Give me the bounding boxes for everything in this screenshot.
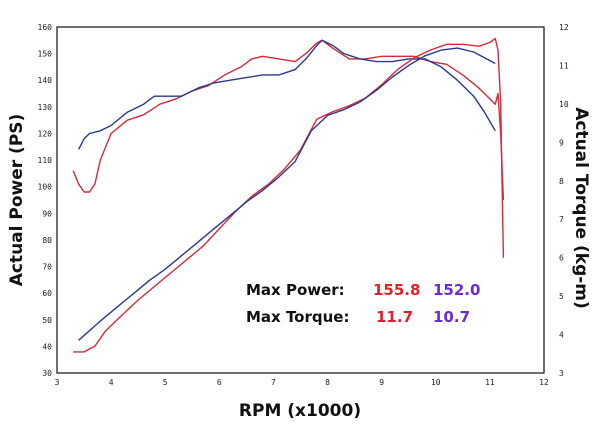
left-y-tick-label: 80 bbox=[42, 236, 52, 245]
x-tick-label: 8 bbox=[325, 378, 330, 387]
max-values-annotation: Max Power: 155.8 152.0 Max Torque: 11.7 … bbox=[246, 281, 480, 326]
torque-line-red bbox=[73, 37, 505, 353]
max-power-blue-value: 152.0 bbox=[433, 281, 480, 299]
x-tick-label: 4 bbox=[109, 378, 114, 387]
right-y-tick-label: 12 bbox=[559, 23, 569, 32]
max-torque-label: Max Torque: bbox=[246, 308, 349, 326]
left-y-tick-label: 120 bbox=[38, 129, 53, 138]
right-y-tick-label: 8 bbox=[559, 177, 564, 186]
x-tick-label: 10 bbox=[431, 378, 441, 387]
right-y-axis-label: Actual Torque (kg-m) bbox=[571, 107, 591, 309]
left-y-tick-label: 60 bbox=[42, 289, 52, 298]
max-torque-red-value: 11.7 bbox=[376, 308, 413, 326]
left-y-tick-label: 130 bbox=[38, 103, 53, 112]
left-y-tick-label: 30 bbox=[42, 369, 52, 378]
max-torque-blue-value: 10.7 bbox=[433, 308, 470, 326]
right-y-tick-label: 11 bbox=[559, 61, 569, 70]
x-tick-label: 11 bbox=[485, 378, 495, 387]
left-y-tick-label: 140 bbox=[38, 76, 53, 85]
right-y-tick-label: 9 bbox=[559, 138, 564, 147]
right-y-tick-label: 3 bbox=[559, 369, 564, 378]
left-y-tick-label: 110 bbox=[38, 156, 53, 165]
x-axis-label: RPM (x1000) bbox=[239, 401, 361, 421]
left-y-tick-label: 50 bbox=[42, 316, 52, 325]
left-y-tick-label: 150 bbox=[38, 50, 53, 59]
x-tick-label: 12 bbox=[539, 378, 549, 387]
right-y-tick-label: 7 bbox=[559, 215, 564, 224]
left-y-tick-label: 70 bbox=[42, 263, 52, 272]
tick-labels: 3 4 5 6 7 8 9 10 11 12 30 40 50 60 70 80 90 100 110 120 130 1… bbox=[38, 23, 569, 387]
left-y-tick-label: 100 bbox=[38, 183, 53, 192]
x-tick-label: 6 bbox=[217, 378, 222, 387]
left-y-tick-label: 160 bbox=[38, 23, 53, 32]
max-power-red-value: 155.8 bbox=[373, 281, 420, 299]
right-y-tick-label: 10 bbox=[559, 100, 569, 109]
power-line-blue bbox=[77, 39, 496, 150]
max-power-label: Max Power: bbox=[246, 281, 345, 299]
right-y-tick-label: 5 bbox=[559, 292, 564, 301]
power-line-red bbox=[72, 39, 505, 201]
left-y-axis-label: Actual Power (PS) bbox=[7, 114, 27, 287]
left-y-tick-label: 40 bbox=[42, 342, 52, 351]
right-y-tick-label: 6 bbox=[559, 254, 564, 263]
x-tick-label: 3 bbox=[55, 378, 60, 387]
right-y-tick-label: 4 bbox=[559, 331, 564, 340]
plot-frame bbox=[56, 26, 545, 374]
x-tick-label: 5 bbox=[163, 378, 168, 387]
torque-line-blue bbox=[78, 47, 496, 341]
left-y-tick-label: 90 bbox=[42, 209, 52, 218]
x-tick-label: 9 bbox=[379, 378, 384, 387]
series-lines bbox=[72, 37, 505, 353]
x-tick-label: 7 bbox=[271, 378, 276, 387]
